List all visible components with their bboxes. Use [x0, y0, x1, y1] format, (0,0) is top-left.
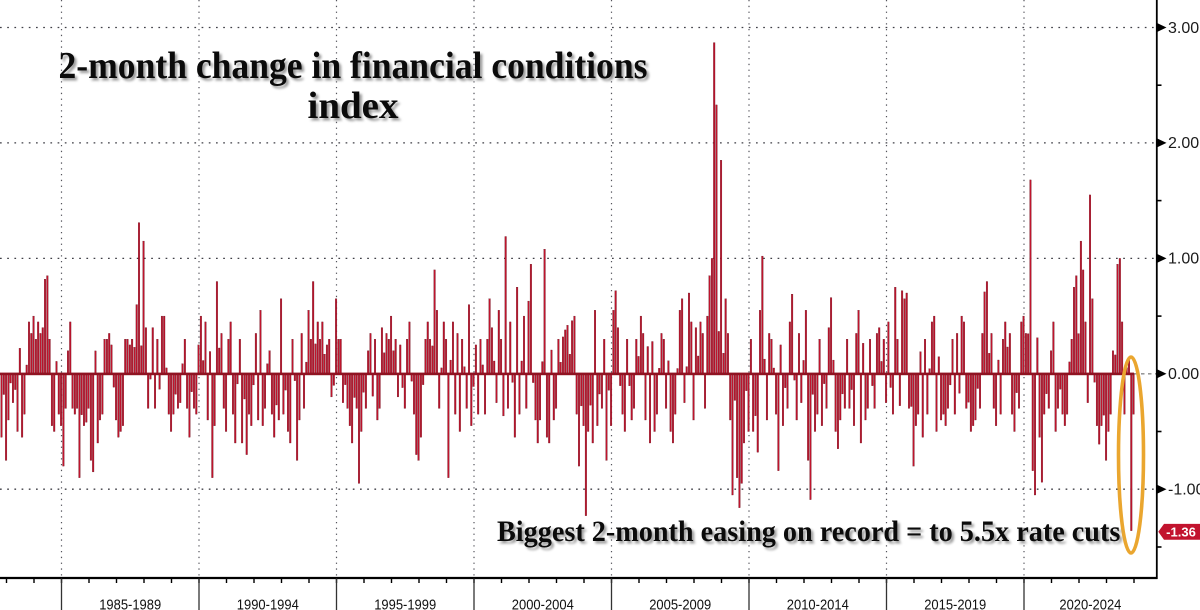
svg-text:2005-2009: 2005-2009: [649, 597, 711, 610]
svg-text:2020-2024: 2020-2024: [1059, 597, 1121, 610]
svg-text:1985-1989: 1985-1989: [99, 597, 161, 610]
svg-text:-1.00: -1.00: [1168, 482, 1200, 499]
svg-text:-1.36: -1.36: [1166, 525, 1196, 540]
svg-text:0.00: 0.00: [1168, 366, 1199, 383]
svg-text:2.00: 2.00: [1168, 135, 1199, 152]
svg-text:2010-2014: 2010-2014: [787, 597, 849, 610]
svg-text:1995-1999: 1995-1999: [374, 597, 436, 610]
svg-text:1990-1994: 1990-1994: [237, 597, 299, 610]
svg-text:3.00: 3.00: [1168, 20, 1199, 37]
svg-text:1.00: 1.00: [1168, 251, 1199, 268]
svg-text:2015-2019: 2015-2019: [924, 597, 986, 610]
svg-text:2000-2004: 2000-2004: [512, 597, 574, 610]
